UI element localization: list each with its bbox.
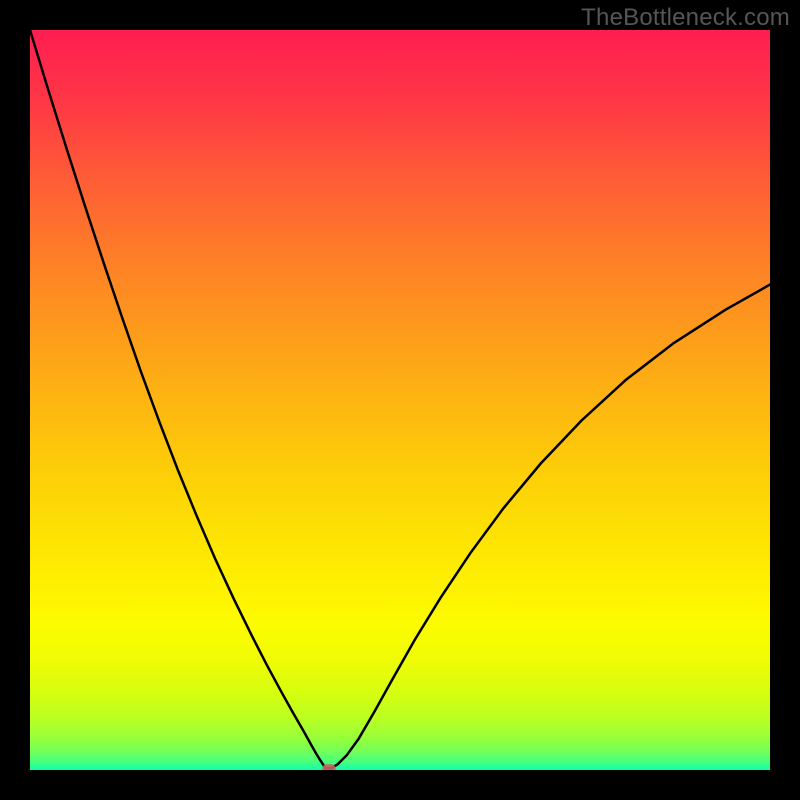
minimum-marker bbox=[322, 764, 335, 770]
plot-area bbox=[30, 30, 770, 770]
outer-frame: TheBottleneck.com bbox=[0, 0, 800, 800]
chart-background bbox=[30, 30, 770, 770]
watermark-text: TheBottleneck.com bbox=[581, 4, 790, 32]
chart-svg bbox=[30, 30, 770, 770]
